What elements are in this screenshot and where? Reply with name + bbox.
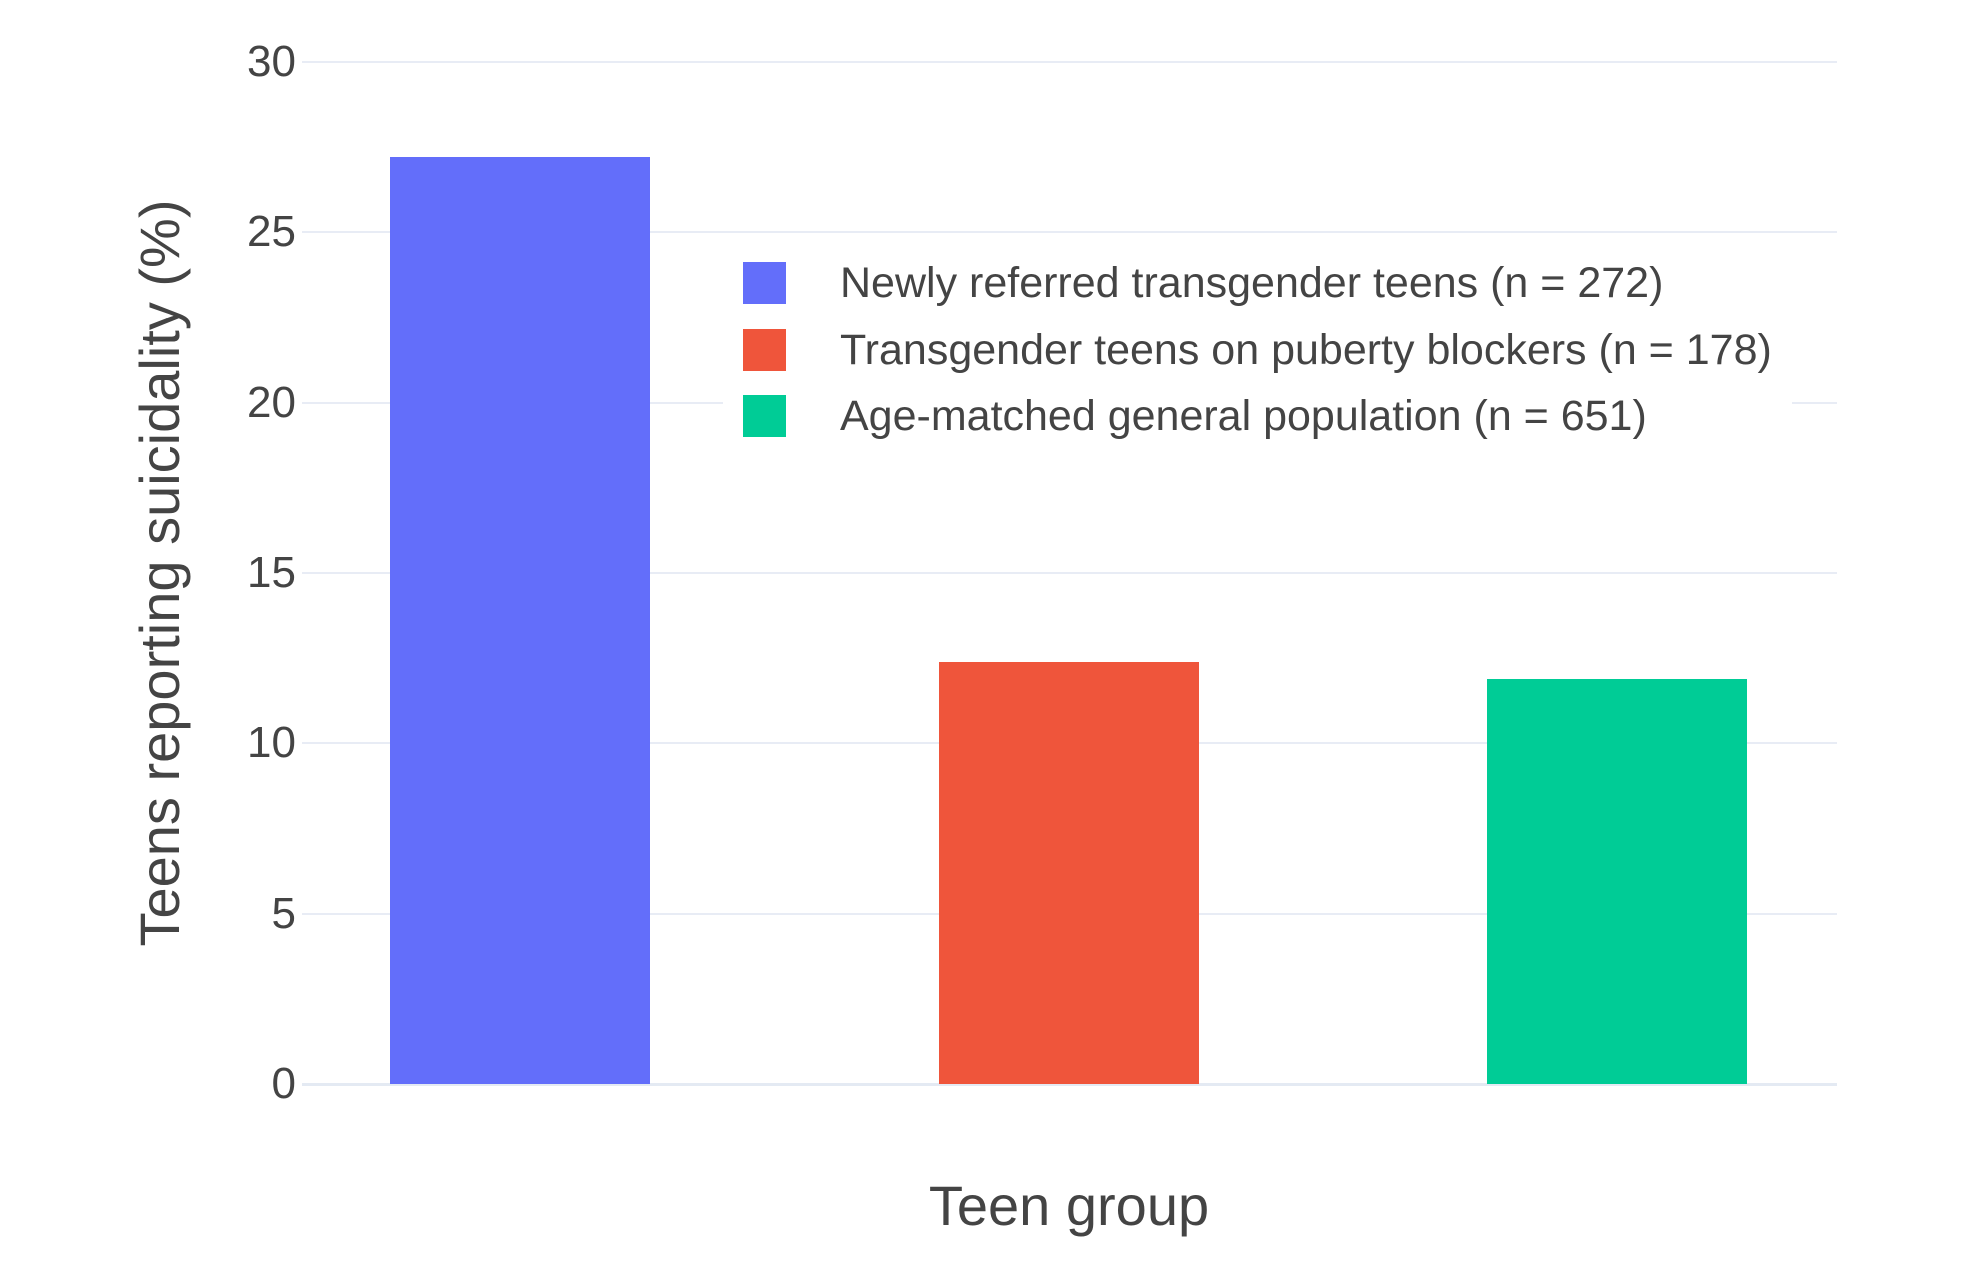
legend-item: Transgender teens on puberty blockers (n… <box>723 316 1792 382</box>
legend-swatch-icon <box>743 328 786 371</box>
y-tick-label: 25 <box>247 207 296 257</box>
y-tick-label: 5 <box>271 888 296 938</box>
legend-item-label: Newly referred transgender teens (n = 27… <box>840 259 1664 308</box>
legend-item: Age-matched general population (n = 651) <box>723 383 1792 449</box>
bar-1 <box>390 157 650 1084</box>
y-tick-label: 0 <box>271 1059 296 1108</box>
x-axis-title: Teen group <box>928 1174 1210 1237</box>
gridline <box>302 572 1837 574</box>
legend-swatch-icon <box>743 262 786 305</box>
y-tick-label: 30 <box>247 37 296 86</box>
legend-swatch-icon <box>743 394 786 437</box>
bar-2 <box>939 661 1199 1084</box>
legend-item-label: Age-matched general population (n = 651) <box>840 391 1647 440</box>
y-tick-label: 10 <box>247 718 296 768</box>
legend-item-label: Transgender teens on puberty blockers (n… <box>840 325 1772 374</box>
gridline <box>302 61 1837 63</box>
y-tick-label: 20 <box>247 377 296 427</box>
legend-item: Newly referred transgender teens (n = 27… <box>723 250 1792 316</box>
y-tick-label: 15 <box>247 548 296 597</box>
zero-line <box>302 1083 1837 1086</box>
gridline <box>302 231 1837 234</box>
y-axis-title: Teens reporting suicidality (%) <box>128 199 191 947</box>
bar-3 <box>1487 678 1747 1084</box>
legend: Newly referred transgender teens (n = 27… <box>723 243 1792 459</box>
